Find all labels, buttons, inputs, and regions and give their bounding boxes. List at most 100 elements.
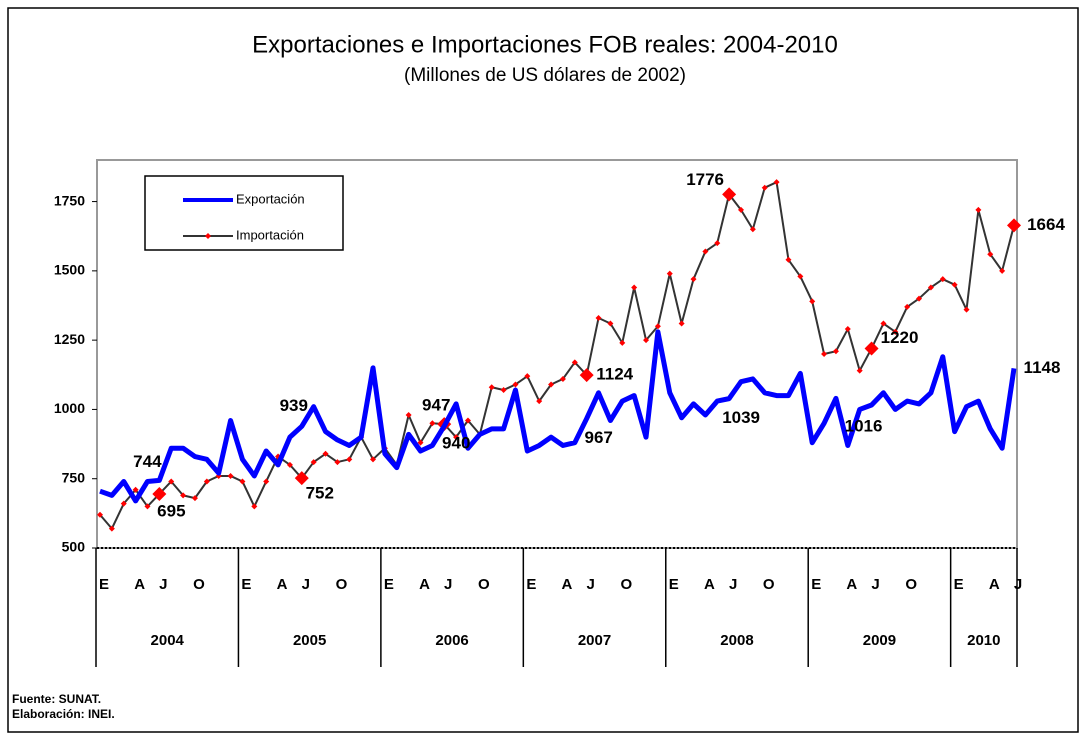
x-tick-label: E [241, 576, 251, 593]
import-marker [821, 351, 828, 357]
data-label: 939 [280, 396, 308, 415]
import-marker [654, 323, 661, 330]
import-marker [405, 411, 412, 418]
note: Elaboración: INEI. [12, 707, 115, 721]
import-marker [536, 398, 543, 405]
import-marker [595, 314, 602, 321]
x-tick-label: J [871, 576, 879, 593]
x-tick-label: O [478, 576, 490, 593]
import-marker [963, 306, 970, 313]
x-tick-label: O [193, 576, 205, 593]
x-tick-label: A [846, 576, 857, 593]
import-marker [864, 341, 879, 356]
import-marker [310, 459, 317, 466]
import-marker [346, 456, 353, 463]
y-tick-label: 1250 [54, 331, 85, 347]
data-label: 940 [442, 434, 470, 453]
import-marker [286, 461, 293, 468]
data-label: 967 [584, 428, 612, 447]
import-marker [631, 284, 638, 291]
x-tick-label: J [729, 576, 737, 593]
import-marker [294, 471, 309, 486]
import-marker [548, 381, 555, 388]
import-marker [773, 179, 780, 186]
import-marker [180, 492, 187, 499]
import-marker [916, 295, 923, 302]
x-tick-label: O [336, 576, 348, 593]
x-tick-label: A [562, 576, 573, 593]
data-label: 1220 [881, 328, 919, 347]
data-label: 947 [422, 396, 450, 415]
x-tick-label: O [620, 576, 632, 593]
x-tick-label: J [159, 576, 167, 593]
legend-box [144, 175, 344, 251]
import-marker [464, 417, 471, 424]
import-marker [761, 184, 768, 191]
import-marker [722, 187, 737, 202]
import-marker [322, 450, 329, 457]
x-tick-label: O [905, 576, 917, 593]
import-marker [579, 368, 594, 383]
import-marker [97, 511, 103, 518]
import-marker [678, 320, 685, 327]
year-label: 2009 [863, 632, 896, 649]
data-label: 1039 [722, 408, 760, 427]
import-marker [999, 267, 1006, 274]
data-label: 752 [306, 484, 334, 503]
import-marker [227, 472, 234, 479]
year-label: 2004 [151, 632, 185, 649]
import-marker [975, 206, 982, 213]
import-marker [844, 326, 851, 333]
import-marker [453, 434, 460, 441]
import-marker [892, 328, 899, 335]
import-marker [1007, 218, 1021, 233]
chart-title: Exportaciones e Importaciones FOB reales… [252, 31, 838, 58]
import-marker [488, 384, 495, 391]
data-label: 744 [133, 452, 162, 471]
legend-label: Importación [236, 227, 304, 242]
import-marker [880, 320, 887, 327]
import-marker [168, 478, 175, 485]
import-marker [927, 284, 934, 291]
import-marker [559, 375, 566, 382]
import-marker [856, 367, 863, 374]
x-tick-label: J [302, 576, 310, 593]
import-marker [203, 478, 210, 485]
x-tick-label: J [587, 576, 595, 593]
import-marker [120, 500, 127, 507]
data-label: 1776 [686, 170, 724, 189]
import-marker [904, 303, 911, 310]
x-tick-label: A [704, 576, 715, 593]
x-tick-label: E [811, 576, 821, 593]
import-marker [239, 478, 246, 485]
import-marker [152, 486, 167, 501]
year-label: 2007 [578, 632, 611, 649]
import-marker [571, 359, 578, 366]
x-tick-label: E [954, 576, 964, 593]
import-marker [132, 486, 139, 493]
data-label: 1148 [1024, 358, 1061, 377]
import-marker [749, 226, 756, 233]
chart-subtitle: (Millones de US dólares de 2002) [404, 65, 686, 86]
x-tick-label: E [99, 576, 109, 593]
import-marker [619, 339, 626, 346]
x-tick-label: J [444, 576, 452, 593]
y-tick-label: 1750 [54, 192, 85, 208]
import-marker [417, 439, 424, 446]
import-marker [263, 478, 270, 485]
year-label: 2008 [720, 632, 753, 649]
import-marker [334, 459, 341, 466]
data-label: 1016 [845, 416, 883, 435]
year-label: 2010 [967, 632, 1000, 649]
import-marker [144, 503, 151, 510]
import-marker [951, 281, 958, 288]
x-tick-label: E [384, 576, 394, 593]
import-marker [797, 273, 804, 280]
x-tick-label: A [134, 576, 145, 593]
import-marker [939, 276, 946, 283]
import-marker [987, 251, 994, 258]
x-tick-label: E [526, 576, 536, 593]
import-marker [785, 256, 792, 263]
import-marker [370, 456, 377, 463]
